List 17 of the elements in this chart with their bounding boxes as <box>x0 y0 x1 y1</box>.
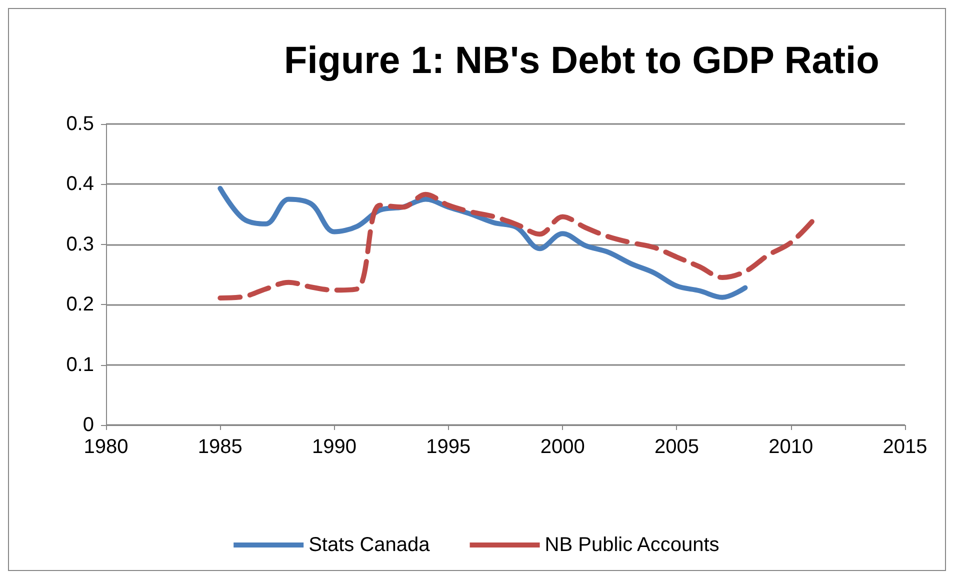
x-tick-label: 1985 <box>198 436 242 458</box>
y-tick-label: 0 <box>82 414 94 436</box>
x-tick-label: 1980 <box>84 436 128 458</box>
legend-label: Stats Canada <box>308 534 431 556</box>
legend-label: NB Public Accounts <box>544 534 720 556</box>
y-tick-label: 0.5 <box>66 113 94 135</box>
y-tick-label: 0.2 <box>66 294 94 316</box>
chart-title: Figure 1: NB's Debt to GDP Ratio <box>284 40 880 82</box>
y-tick-label: 0.4 <box>66 173 94 196</box>
y-tick-label: 0.3 <box>66 233 94 256</box>
x-tick-label: 2015 <box>882 436 928 458</box>
x-tick-label: 1995 <box>426 436 471 458</box>
x-tick-label: 2000 <box>540 436 585 458</box>
x-tick-label: 2005 <box>654 436 699 458</box>
y-tick-label: 0.1 <box>66 354 94 376</box>
x-tick-label: 1990 <box>312 436 357 458</box>
x-tick-label: 2010 <box>768 436 814 458</box>
